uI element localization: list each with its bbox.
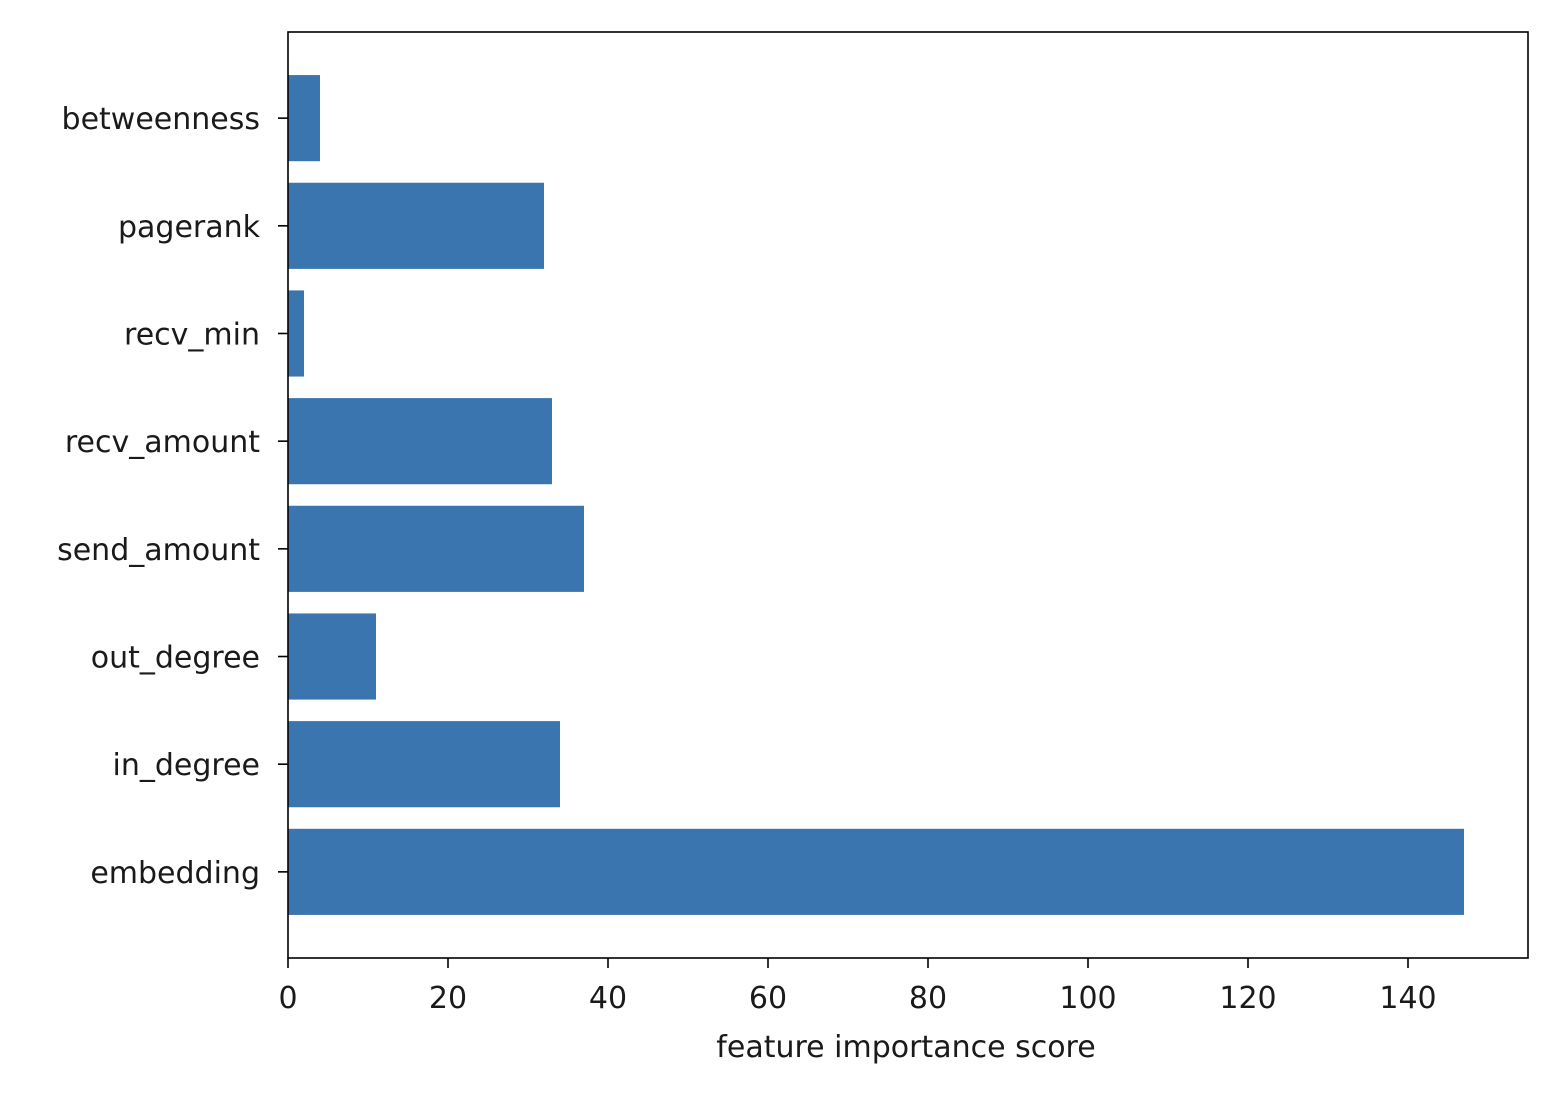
bars-layer: [288, 75, 1464, 915]
y-tick-label: embedding: [90, 856, 260, 891]
plot-frame: [287, 31, 1529, 959]
x-tick-label: 20: [429, 981, 467, 1016]
bar-send-amount: [288, 505, 584, 592]
x-axis-label: feature importance score: [716, 1030, 1095, 1065]
x-tick-label: 80: [909, 981, 947, 1016]
bar-in-degree: [288, 721, 560, 808]
bar-pagerank: [288, 182, 544, 269]
x-tick-label: 120: [1219, 981, 1276, 1016]
x-tick-label: 40: [589, 981, 627, 1016]
bar-embedding: [288, 828, 1464, 915]
y-tick-label: pagerank: [118, 210, 261, 245]
bar-recv-amount: [288, 398, 552, 485]
x-tick-label: 0: [278, 981, 297, 1016]
bar-betweenness: [288, 75, 320, 162]
y-tick-label: in_degree: [113, 748, 260, 783]
y-axis-ticks: embedding in_degree out_degree send_amount r…: [57, 102, 288, 891]
x-tick-label: 60: [749, 981, 787, 1016]
y-tick-label: recv_amount: [65, 425, 260, 460]
x-axis-ticks: 0 20 40 60 80 100 120 140: [278, 958, 1437, 1016]
x-tick-label: 100: [1059, 981, 1116, 1016]
y-tick-label: out_degree: [91, 641, 260, 676]
bar-out-degree: [288, 613, 376, 700]
y-tick-label: send_amount: [57, 533, 260, 568]
y-tick-label: betweenness: [62, 102, 260, 137]
x-tick-label: 140: [1379, 981, 1436, 1016]
y-tick-label: recv_min: [124, 317, 260, 352]
bar-recv-min: [288, 290, 304, 377]
